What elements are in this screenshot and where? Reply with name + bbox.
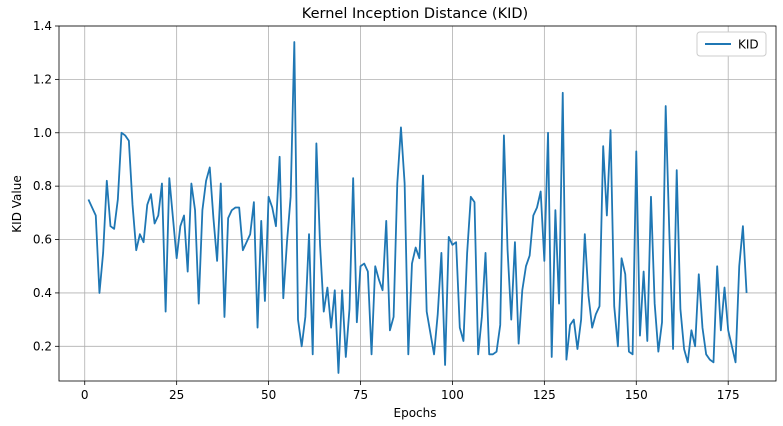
y-tick-label: 1.0	[33, 126, 52, 140]
y-axis-label: KID Value	[10, 175, 24, 232]
x-tick-label: 100	[441, 388, 464, 402]
legend: KID	[696, 31, 767, 57]
legend-box	[696, 31, 767, 57]
series-lines	[87, 41, 748, 374]
x-tick-label: 125	[533, 388, 556, 402]
x-tick-label: 0	[81, 388, 89, 402]
y-tick-label: 0.6	[33, 233, 52, 247]
series-line-kid	[87, 41, 748, 374]
x-tick-label: 75	[353, 388, 368, 402]
legend-entry-kid: KID	[738, 38, 759, 52]
x-tick-label: 150	[625, 388, 648, 402]
chart-title: Kernel Inception Distance (KID)	[302, 6, 528, 22]
y-tick-label: 0.4	[33, 286, 52, 300]
x-tick-label: 50	[261, 388, 276, 402]
y-tick-label: 0.2	[33, 339, 52, 353]
y-tick-label: 1.2	[33, 72, 52, 86]
y-tick-label: 1.4	[33, 19, 52, 33]
y-tick-label: 0.8	[33, 179, 52, 193]
x-tick-label: 25	[169, 388, 184, 402]
plot-area-frame	[58, 25, 777, 382]
x-axis-label: Epochs	[394, 406, 437, 420]
x-tick-label: 175	[717, 388, 740, 402]
x-axis-ticks: 0 25 50 75 100 125 150 175	[81, 381, 740, 402]
y-axis-ticks: 0.2 0.4 0.6 0.8 1.0 1.2 1.4	[33, 19, 59, 353]
